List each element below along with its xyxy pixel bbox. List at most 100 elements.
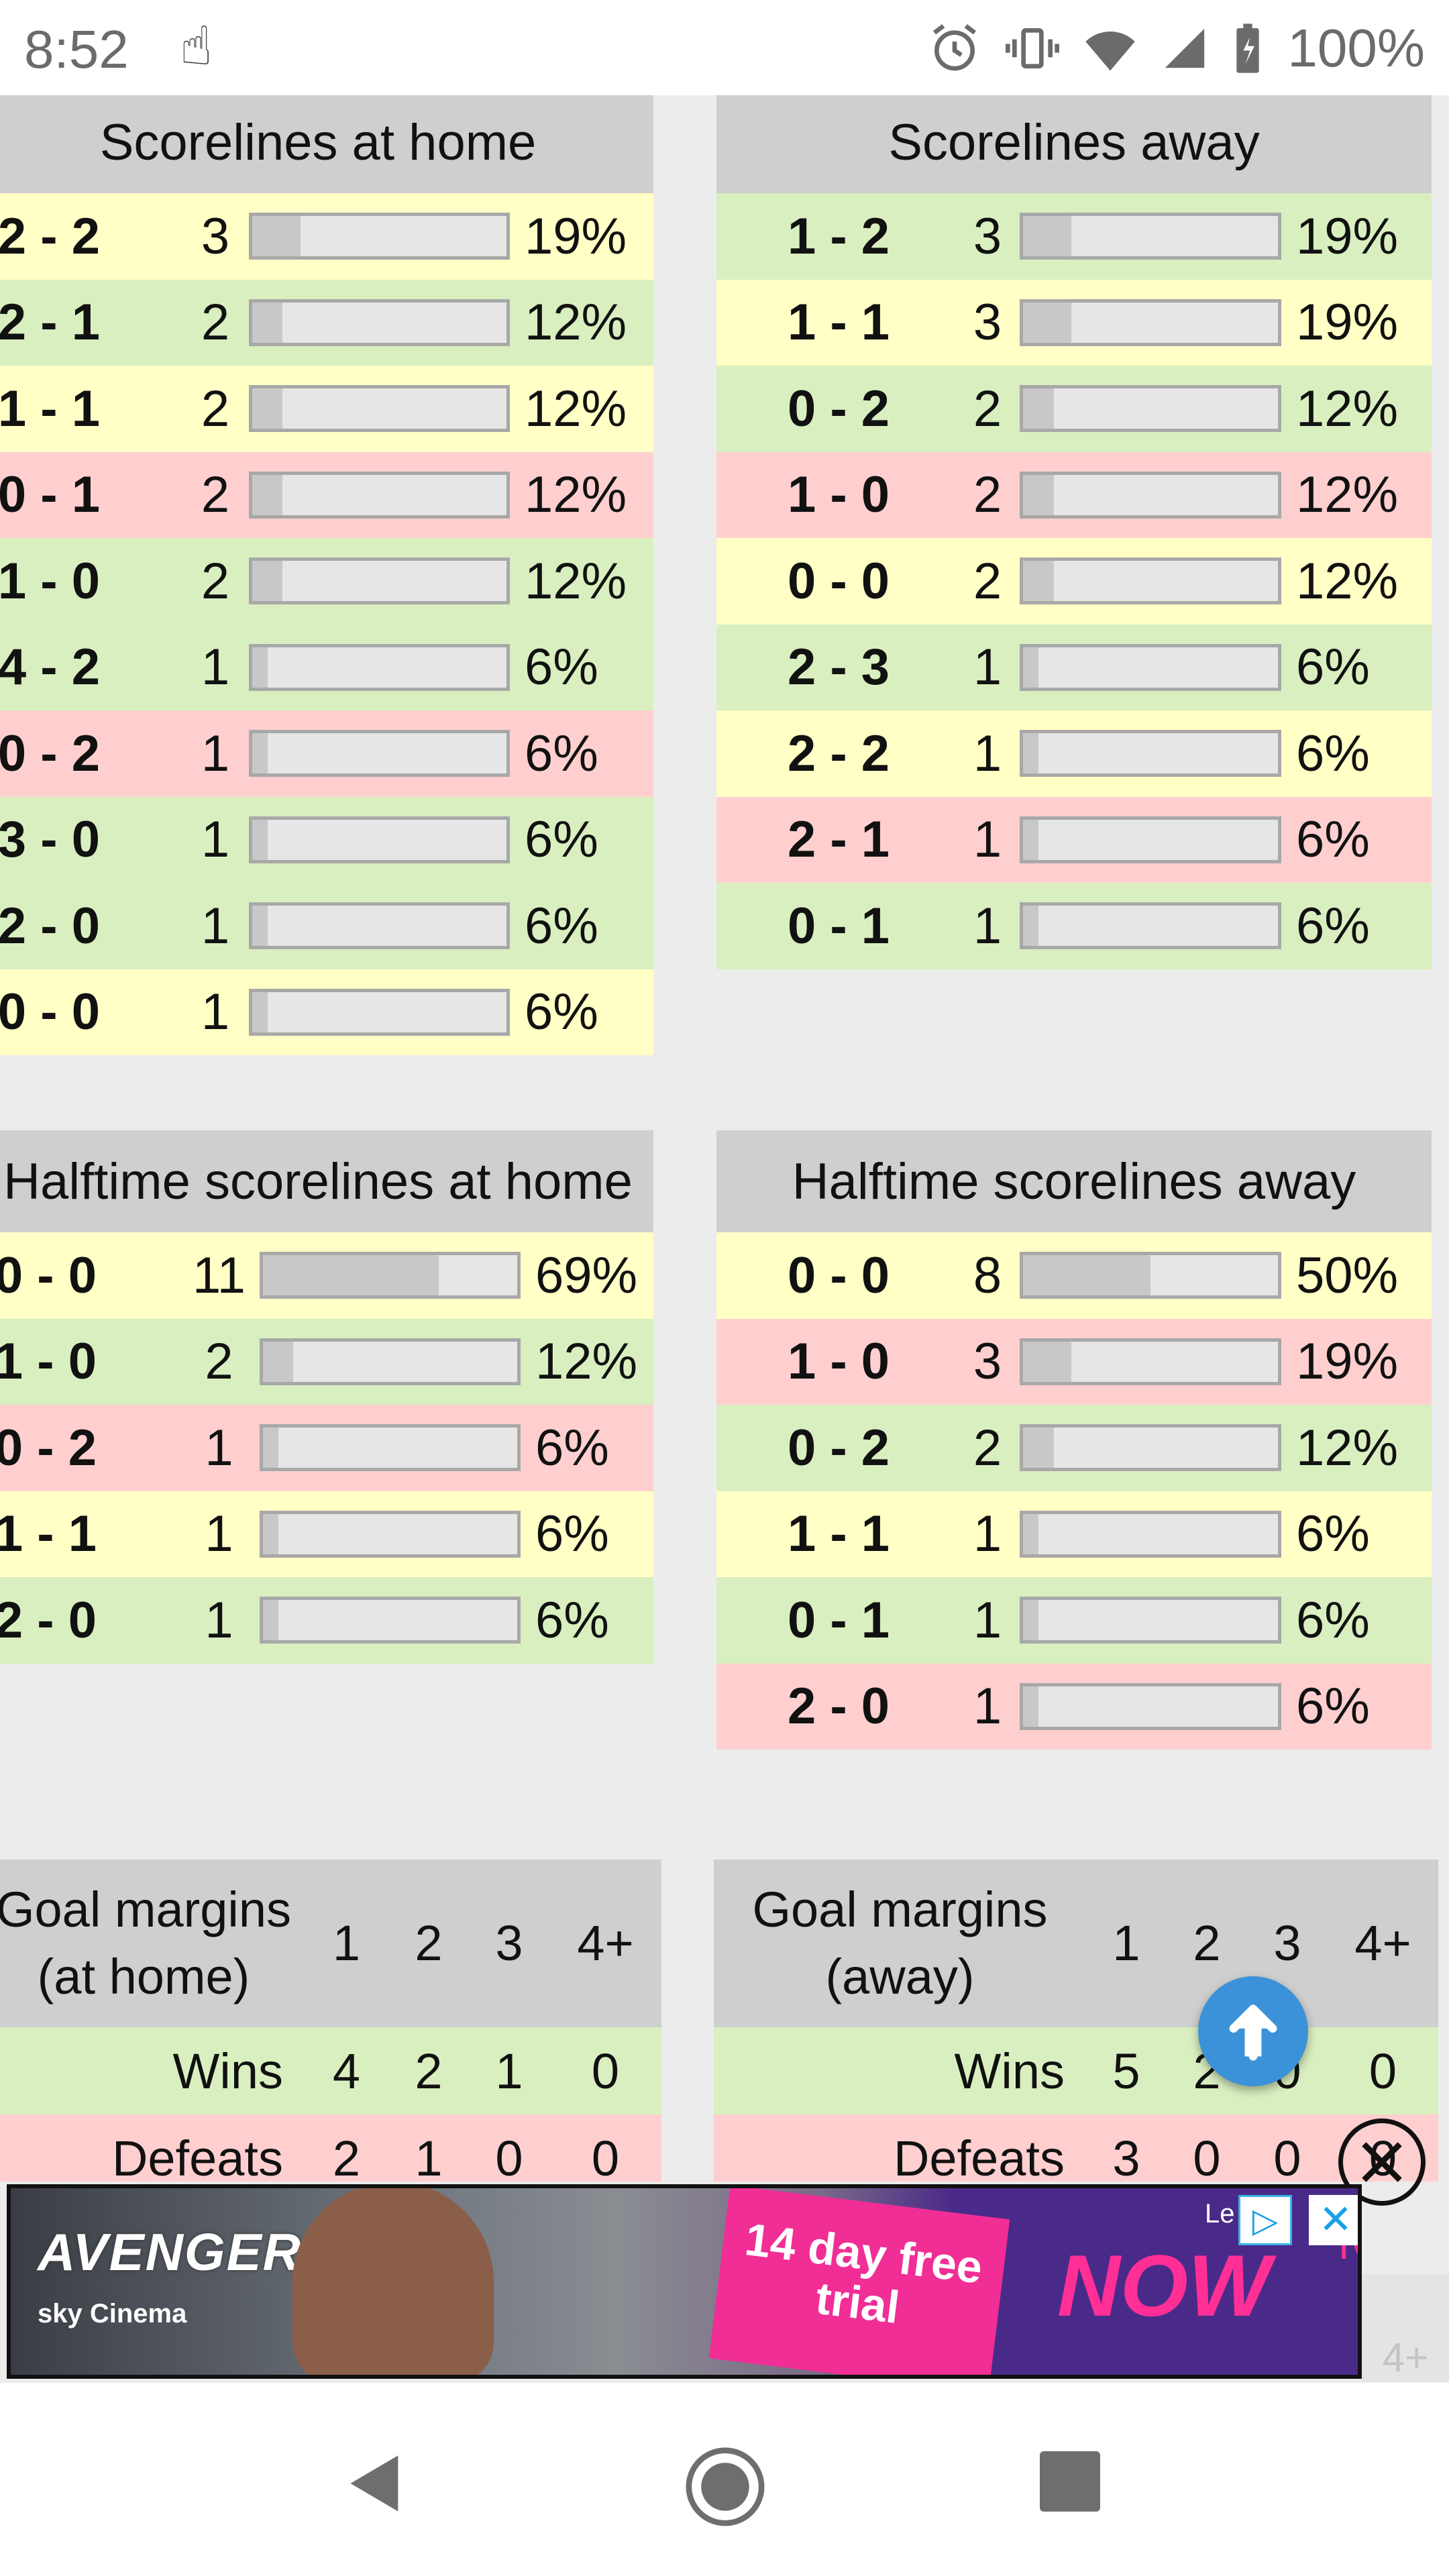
count-cell: 2 (187, 451, 244, 538)
bar-cell (244, 366, 515, 452)
bar-cell (1014, 1577, 1287, 1664)
away-scorelines-title: Scorelines away (716, 95, 1432, 193)
percent-bar (1020, 902, 1281, 950)
page-content[interactable]: Scorelines at home 2 - 2 3 19% 2 - 1 2 12% 1 -… (0, 95, 1449, 2182)
score-row: 0 - 2 2 12% (716, 366, 1432, 452)
recent-square-icon[interactable] (1040, 2451, 1100, 2512)
ad-close-icon[interactable]: ✕ (1309, 2195, 1358, 2245)
count-cell: 2 (961, 538, 1014, 625)
percent-cell: 12% (515, 538, 654, 625)
percent-cell: 12% (515, 279, 654, 366)
percent-bar (1020, 1338, 1281, 1385)
percent-bar (260, 1338, 521, 1385)
percent-cell: 6% (1287, 883, 1432, 969)
percent-cell: 19% (1287, 279, 1432, 366)
percent-bar-fill (1023, 302, 1072, 343)
score-row: 1 - 1 2 12% (0, 366, 654, 452)
bar-cell (254, 1491, 526, 1577)
count-cell: 1 (187, 710, 244, 797)
percent-bar-fill (1023, 216, 1072, 257)
count-cell: 1 (961, 1663, 1014, 1750)
bar-cell (1014, 279, 1287, 366)
percent-bar-fill (252, 733, 268, 774)
away-halftime-title: Halftime scorelines away (716, 1130, 1432, 1232)
defeats-value: 3 (1086, 2114, 1167, 2182)
scroll-top-button[interactable] (1198, 1976, 1308, 2086)
percent-bar (1020, 299, 1281, 346)
score-row: 2 - 1 1 6% (716, 796, 1432, 883)
percent-cell: 6% (1287, 1577, 1432, 1664)
ad-network-logo: sky Cinema (38, 2299, 187, 2328)
score-cell: 1 - 1 (716, 1491, 961, 1577)
wins-value: 4 (305, 2027, 388, 2114)
score-cell: 1 - 0 (0, 1318, 184, 1405)
percent-bar (1020, 643, 1281, 691)
count-cell: 1 (184, 1577, 254, 1664)
alarm-icon (933, 24, 977, 71)
away-margins-header: Goal margins (away) (714, 1860, 1086, 2027)
wins-value: 1 (469, 2027, 549, 2114)
bar-cell (1014, 451, 1287, 538)
home-scorelines-table: Scorelines at home 2 - 2 3 19% 2 - 1 2 12% 1 -… (0, 95, 654, 1055)
bar-cell (244, 969, 515, 1055)
count-cell: 1 (187, 969, 244, 1055)
count-cell: 1 (961, 624, 1014, 710)
percent-cell: 6% (1287, 624, 1432, 710)
percent-bar (260, 1252, 521, 1299)
score-row: 1 - 1 1 6% (716, 1491, 1432, 1577)
adchoices-icon[interactable]: ▷ (1238, 2195, 1292, 2245)
ad-banner[interactable]: AVENGERS sky Cinema 14 day free trial NO… (7, 2184, 1362, 2379)
ad-brand-logo: NOW (1057, 2237, 1271, 2334)
away-wins-row: Wins 5 2 0 0 (714, 2027, 1438, 2114)
score-cell: 2 - 3 (716, 624, 961, 710)
score-cell: 0 - 2 (0, 710, 187, 797)
count-cell: 1 (961, 1577, 1014, 1664)
percent-cell: 6% (515, 969, 654, 1055)
back-triangle-icon[interactable] (342, 2450, 409, 2517)
score-cell: 0 - 1 (716, 883, 961, 969)
score-cell: 1 - 0 (716, 1318, 961, 1405)
bar-cell (244, 624, 515, 710)
score-row: 0 - 1 1 6% (716, 883, 1432, 969)
status-icons: 100% (928, 17, 1425, 79)
percent-bar (1020, 1424, 1281, 1472)
bar-cell (1014, 538, 1287, 625)
count-cell: 2 (184, 1318, 254, 1405)
home-circle-icon[interactable] (682, 2443, 769, 2530)
bar-cell (1014, 1663, 1287, 1750)
bar-cell (1014, 193, 1287, 280)
margin-col-4plus: 4+ (1328, 1860, 1438, 2027)
ad-offer-ticket: 14 day free trial (708, 2188, 1010, 2375)
percent-cell: 6% (526, 1405, 654, 1491)
defeats-value: 1 (388, 2114, 469, 2182)
score-row: 2 - 1 2 12% (0, 279, 654, 366)
count-cell: 3 (961, 193, 1014, 280)
percent-bar (260, 1597, 521, 1644)
margin-col-4plus: 4+ (549, 1860, 661, 2027)
score-cell: 0 - 0 (716, 538, 961, 625)
margin-col-2: 2 (388, 1860, 469, 2027)
score-row: 1 - 0 2 12% (716, 451, 1432, 538)
percent-bar-fill (252, 991, 268, 1032)
percent-bar-fill (263, 1341, 294, 1382)
score-row: 1 - 1 3 19% (716, 279, 1432, 366)
score-cell: 0 - 2 (716, 366, 961, 452)
home-wins-row: Wins 4 2 1 0 (0, 2027, 661, 2114)
ad-learn-more-link[interactable]: Le (1205, 2199, 1235, 2229)
percent-bar-fill (252, 819, 268, 860)
percent-bar-fill (252, 302, 283, 343)
battery-percent: 100% (1287, 18, 1425, 78)
home-defeats-row: Defeats 2 1 0 0 (0, 2114, 661, 2182)
score-row: 1 - 2 3 19% (716, 193, 1432, 280)
defeats-value: 0 (1167, 2114, 1247, 2182)
bar-cell (1014, 883, 1287, 969)
count-cell: 2 (961, 1405, 1014, 1491)
percent-cell: 6% (1287, 1491, 1432, 1577)
ad-dismiss-button[interactable] (1338, 2118, 1426, 2206)
away-defeats-row: Defeats 3 0 0 0 (714, 2114, 1438, 2182)
wins-label: Wins (0, 2027, 305, 2114)
percent-cell: 50% (1287, 1232, 1432, 1319)
bar-cell (254, 1232, 526, 1319)
percent-bar-fill (1023, 388, 1054, 429)
percent-bar (249, 988, 510, 1036)
